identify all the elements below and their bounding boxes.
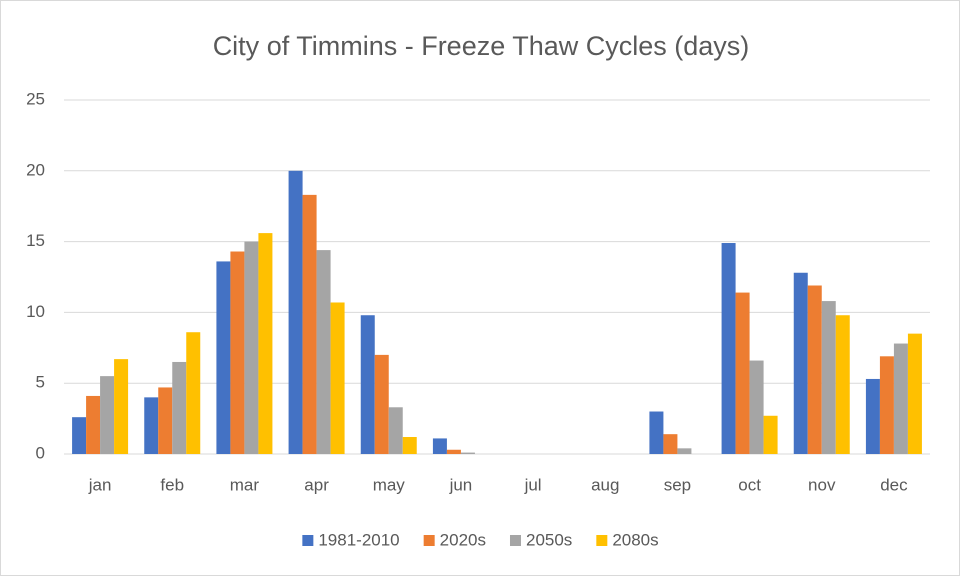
bar (835, 315, 850, 454)
bar (907, 333, 922, 454)
bar (258, 233, 273, 454)
bar (879, 356, 894, 454)
x-tick-label: sep (664, 475, 691, 494)
bar (230, 251, 245, 454)
bar (735, 292, 750, 454)
bar (374, 354, 389, 454)
bar (172, 361, 187, 454)
bar (114, 359, 129, 454)
x-tick-label: aug (591, 475, 619, 494)
legend-swatch (596, 535, 608, 546)
x-tick-label: dec (880, 475, 908, 494)
x-tick-label: oct (738, 475, 761, 494)
chart-title: City of Timmins - Freeze Thaw Cycles (da… (213, 31, 750, 61)
y-tick-label: 20 (26, 160, 45, 179)
bar (865, 378, 880, 454)
bar (460, 452, 475, 454)
x-tick-label: mar (230, 475, 260, 494)
bar (100, 376, 115, 454)
bar (893, 343, 908, 454)
legend-swatch (423, 535, 435, 546)
bar (330, 302, 345, 454)
legend-swatch (509, 535, 521, 546)
bar (144, 397, 159, 454)
bar (749, 360, 764, 454)
bar (677, 448, 692, 454)
legend-swatch (302, 535, 314, 546)
x-tick-label: jun (449, 475, 473, 494)
bar (72, 417, 87, 454)
x-tick-label: may (373, 475, 406, 494)
bar (86, 395, 101, 454)
bar (316, 250, 331, 454)
y-tick-label: 25 (26, 89, 45, 108)
bar (360, 315, 375, 454)
bar (402, 437, 417, 454)
bar (763, 415, 778, 454)
bar (663, 434, 678, 454)
bar (649, 411, 664, 454)
legend-label: 1981-2010 (318, 530, 399, 549)
bar (302, 194, 317, 454)
x-tick-label: feb (160, 475, 184, 494)
x-tick-label: nov (808, 475, 836, 494)
x-tick-label: jan (88, 475, 112, 494)
x-tick-label: apr (304, 475, 329, 494)
bar (793, 272, 808, 454)
bar (821, 301, 836, 454)
bar (244, 241, 259, 454)
x-tick-label: jul (524, 475, 542, 494)
legend-label: 2020s (440, 530, 486, 549)
bar (388, 407, 403, 454)
bar (446, 449, 461, 454)
bar (432, 438, 447, 454)
y-tick-label: 10 (26, 302, 45, 321)
bar (186, 332, 201, 454)
bar (158, 387, 173, 454)
bar (288, 170, 303, 455)
legend-label: 2050s (526, 530, 572, 549)
y-tick-label: 5 (36, 373, 45, 392)
y-tick-label: 15 (26, 231, 45, 250)
bar (721, 243, 736, 454)
bar (807, 285, 822, 454)
bar (216, 261, 231, 454)
legend-label: 2080s (612, 530, 658, 549)
y-tick-label: 0 (36, 443, 45, 462)
